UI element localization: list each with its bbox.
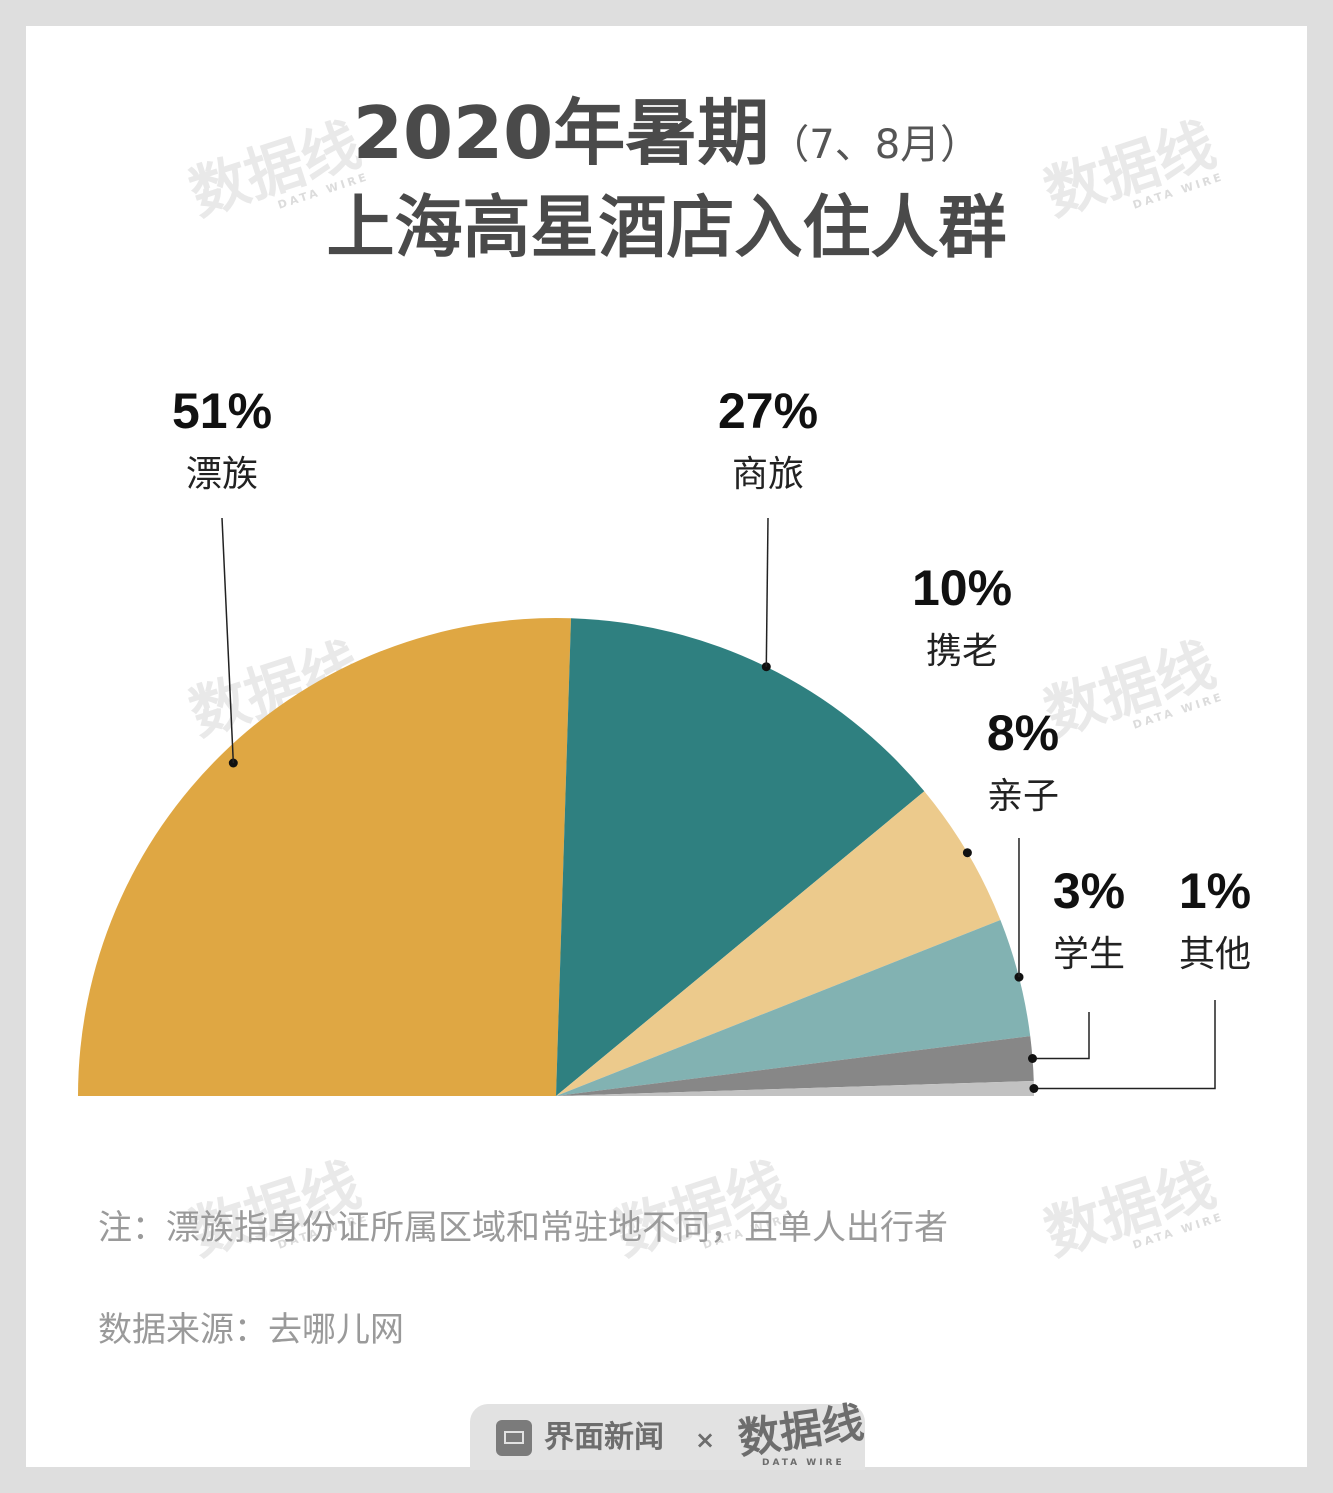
pie-slice-1 — [78, 618, 572, 1096]
leader-line-1 — [221, 517, 235, 764]
footer-bar — [470, 1404, 865, 1470]
slice-category-label: 商旅 — [732, 454, 804, 495]
pie-slice-4 — [556, 920, 1031, 1096]
leader-lines — [221, 517, 1216, 1093]
data-source: 数据来源：去哪儿网 — [98, 1310, 404, 1350]
slice-category-label: 漂族 — [186, 454, 258, 495]
chart-subtitle: 上海高星酒店入住人群 — [326, 189, 1007, 268]
slice-category-label: 学生 — [1053, 934, 1125, 975]
slice-percent-label: 10% — [912, 560, 1012, 616]
leader-dot-5 — [1028, 1054, 1037, 1063]
leader-line-5 — [1036, 1012, 1090, 1060]
slice-percent-label: 3% — [1053, 863, 1125, 919]
leader-dot-3 — [962, 848, 972, 858]
brand-name: 界面新闻 — [544, 1420, 664, 1455]
slice-category-label: 其他 — [1179, 934, 1251, 975]
footnote: 注：漂族指身份证所属区域和常驻地不同，且单人出行者 — [98, 1208, 948, 1248]
chart-title-period: （7、8月） — [769, 122, 981, 168]
pie-slice-3 — [556, 791, 1001, 1096]
leader-dot-6 — [1029, 1084, 1039, 1093]
slice-percent-label: 51% — [172, 383, 272, 439]
pie-slice-6 — [556, 1080, 1034, 1096]
slice-category-label: 亲子 — [987, 776, 1059, 817]
brand-separator: × — [695, 1426, 716, 1454]
pie-slices — [78, 618, 1034, 1096]
leader-line-6 — [1037, 1000, 1216, 1090]
pie-slice-5 — [556, 1036, 1034, 1096]
slice-percent-label: 1% — [1179, 863, 1251, 919]
slice-labels: 51% 漂族 27% 商旅 10% 携老 8% 亲子 3% 学生 1% 其他 — [172, 383, 1251, 975]
slice-percent-label: 8% — [987, 705, 1059, 761]
slice-percent-label: 27% — [718, 383, 818, 439]
brand-logo-icon — [496, 1420, 532, 1456]
leader-line-2 — [765, 517, 769, 667]
chart-title-main: 2020年暑期 — [352, 91, 770, 175]
chart-title: 2020年暑期（7、8月） — [0, 88, 1333, 190]
pie-slice-2 — [556, 618, 925, 1096]
slice-category-label: 携老 — [926, 631, 998, 672]
partner-logo-sub: DATA WIRE — [762, 1458, 845, 1468]
